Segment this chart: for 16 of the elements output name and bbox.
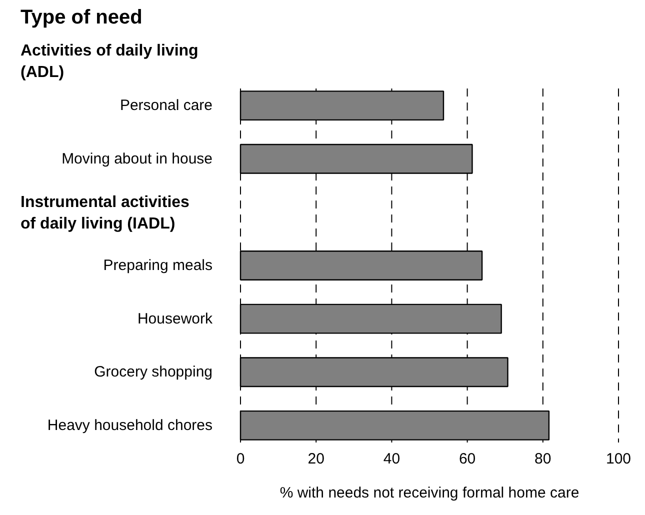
x-tick-label: 20 [308, 450, 324, 468]
x-tick-label: 80 [534, 450, 552, 468]
x-tick-label: 0 [236, 450, 245, 468]
y-tick-label: Personal care [120, 97, 213, 114]
y-tick-label: Housework [137, 310, 213, 328]
chart-title: Type of need [20, 6, 142, 28]
x-tick-label: 100 [606, 450, 632, 468]
y-tick-label: Preparing meals [103, 257, 212, 274]
y-tick-label: Grocery shopping [94, 364, 213, 381]
x-tick-label: 60 [458, 450, 476, 468]
text: Instrumental activities of daily living (IADL) [20, 194, 190, 232]
x-axis-title: % with needs not receiving formal home care [280, 484, 580, 502]
x-tick-label: 40 [383, 450, 400, 468]
text: Activities of daily living (ADL) [20, 42, 198, 81]
y-tick-label: Moving about in house [62, 150, 212, 168]
y-tick-label: Heavy household chores [47, 416, 213, 434]
